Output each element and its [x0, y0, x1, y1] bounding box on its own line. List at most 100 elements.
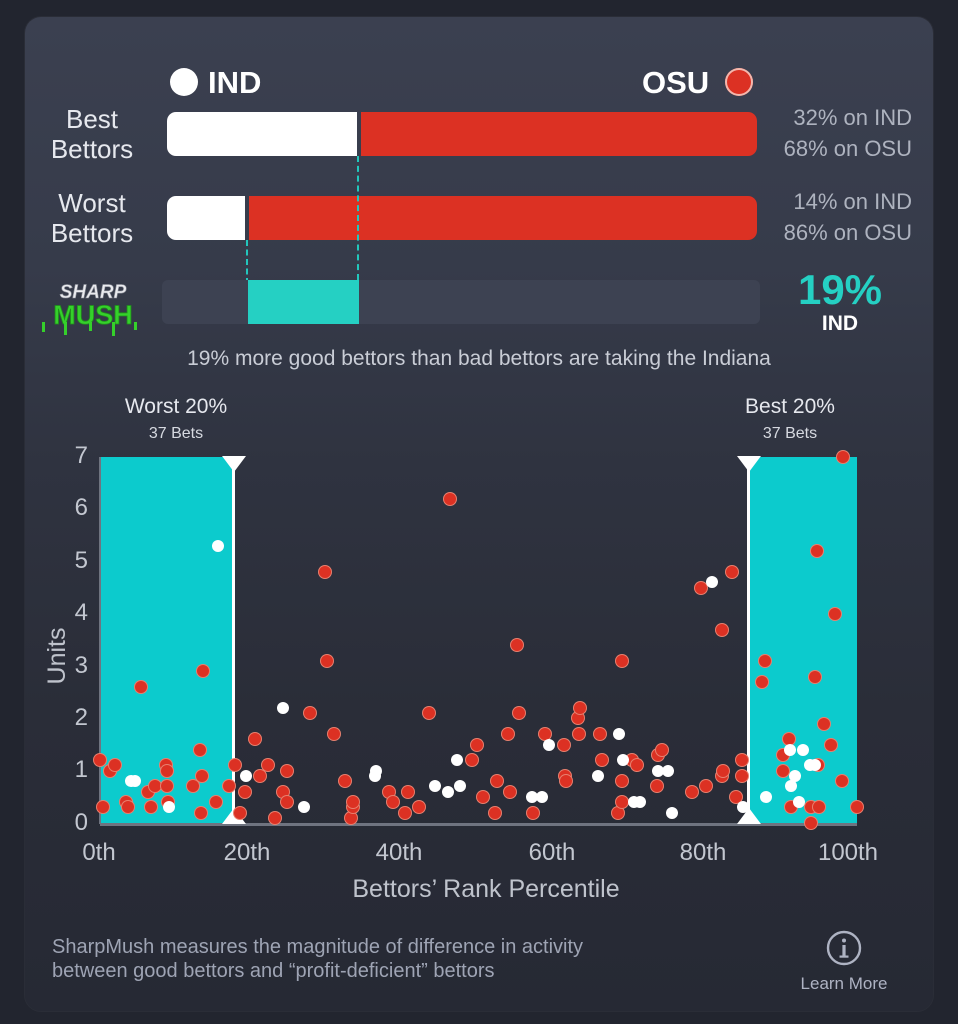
scatter-point-osu	[502, 728, 515, 741]
scatter-point-osu	[134, 681, 147, 694]
scatter-point-ind	[277, 701, 290, 714]
scatter-point-ind	[442, 785, 455, 798]
scatter-point-ind	[634, 796, 647, 809]
scatter-point-osu	[160, 780, 173, 793]
scatter-point-osu	[399, 806, 412, 819]
x-axis-title: Bettors’ Rank Percentile	[352, 875, 620, 903]
scatter-point-osu	[527, 806, 539, 819]
best-label-line2: Bettors	[50, 134, 134, 164]
scatter-point-osu	[239, 785, 252, 798]
worst-bettors-bar	[167, 196, 757, 240]
scatter-point-osu	[490, 775, 503, 788]
worst-ind-segment	[167, 196, 245, 240]
scatter-point-osu	[327, 728, 340, 741]
best-bettors-bar	[167, 112, 757, 156]
scatter-point-osu	[97, 801, 110, 814]
osu-legend-dot	[725, 68, 753, 96]
scatter-point-osu	[402, 785, 415, 798]
scatter-point-osu	[836, 451, 849, 463]
y-tick-7: 7	[74, 442, 88, 469]
scatter-point-osu	[122, 801, 134, 814]
scatter-point-osu	[818, 717, 831, 730]
scatter-point-osu	[615, 775, 628, 788]
scatter-point-osu	[655, 743, 668, 756]
scatter-point-osu	[651, 780, 664, 793]
footer-description: SharpMush measures the magnitude of diff…	[52, 935, 583, 983]
ind-legend-dot	[170, 68, 198, 96]
y-tick-1: 1	[74, 756, 88, 783]
scatter-point-ind	[297, 801, 310, 814]
scatter-point-osu	[346, 796, 359, 809]
scatter-point-osu	[824, 738, 837, 751]
x-tick-0th: 0th	[82, 839, 116, 866]
y-axis-line	[99, 457, 101, 824]
y-tick-5: 5	[74, 547, 88, 574]
worst-cutoff-bottom-handle-icon[interactable]	[221, 807, 247, 825]
osu-legend-label: OSU	[642, 65, 710, 100]
sharpmush-logo: SHARP MUSH	[42, 282, 137, 336]
scatter-point-osu	[851, 801, 863, 814]
scatter-point-osu	[253, 769, 266, 782]
best-pct-text: 32% on IND 68% on OSU	[762, 102, 912, 164]
scatter-point-osu	[423, 707, 436, 720]
scatter-point-osu	[809, 670, 822, 683]
best-zone-count: 37 Bets	[762, 425, 818, 442]
best-osu-segment	[361, 112, 757, 156]
scatter-point-ind	[212, 539, 225, 552]
worst-cutoff-line[interactable]	[232, 457, 235, 823]
scatter-point-osu	[345, 811, 358, 824]
scatter-point-osu	[109, 759, 122, 772]
best-cutoff-top-handle-icon[interactable]	[736, 455, 762, 473]
scatter-point-osu	[321, 654, 334, 667]
best-ind-segment	[167, 112, 357, 156]
y-tick-3: 3	[74, 652, 88, 679]
scatter-point-ind	[617, 754, 630, 767]
scatter-point-osu	[595, 754, 608, 767]
scatter-point-osu	[318, 566, 331, 579]
best-cutoff-bottom-handle-icon[interactable]	[736, 807, 762, 825]
learn-more-label[interactable]: Learn More	[800, 974, 888, 993]
worst-split-guide	[246, 240, 248, 284]
scatter-point-osu	[758, 654, 771, 667]
best-cutoff-line[interactable]	[747, 457, 750, 823]
worst-osu-pct: 86% on OSU	[783, 220, 912, 245]
scatter-point-osu	[443, 492, 456, 505]
scatter-point-osu	[234, 806, 247, 819]
scatter-point-osu	[280, 796, 293, 809]
scatter-point-osu	[539, 728, 552, 741]
scatter-point-ind	[536, 790, 549, 803]
scatter-point-osu	[194, 806, 207, 819]
scatter-point-ind	[542, 738, 555, 751]
scatter-point-ind	[526, 790, 539, 803]
scatter-point-osu	[187, 780, 200, 793]
scatter-point-ind	[370, 764, 383, 777]
worst-cutoff-top-handle-icon[interactable]	[221, 455, 247, 473]
best-zone-title: Best 20%	[745, 395, 835, 418]
info-icon[interactable]	[826, 930, 862, 966]
learn-more-button[interactable]: Learn More	[784, 930, 904, 1000]
scatter-point-ind	[792, 796, 805, 809]
best-split-guide	[357, 156, 359, 280]
scatter-point-ind	[454, 780, 467, 793]
scatter-point-osu	[489, 806, 502, 819]
scatter-point-osu	[477, 790, 490, 803]
scatter-point-osu	[735, 754, 748, 767]
logo-sharp-text: SHARP	[60, 282, 127, 303]
x-axis-line	[100, 823, 857, 826]
scatter-point-osu	[511, 639, 524, 652]
x-tick-40th: 40th	[375, 839, 423, 866]
scatter-point-osu	[386, 796, 399, 809]
scatter-point-osu	[228, 759, 241, 772]
x-tick-100th: 100th	[817, 839, 879, 866]
best-bettors-label: Best Bettors	[27, 104, 157, 164]
y-tick-6: 6	[74, 494, 88, 521]
scatter-point-osu	[249, 733, 262, 746]
scatter-point-osu	[615, 654, 628, 667]
sharpmush-diff-percentage: 19%	[797, 266, 883, 313]
scatter-point-osu	[465, 754, 478, 767]
scatter-point-osu	[813, 801, 826, 814]
scatter-point-osu	[571, 712, 584, 725]
scatter-point-ind	[760, 790, 773, 803]
sharpmush-summary: 19% more good bettors than bad bettors a…	[187, 347, 771, 370]
scatter-point-ind	[666, 806, 679, 819]
